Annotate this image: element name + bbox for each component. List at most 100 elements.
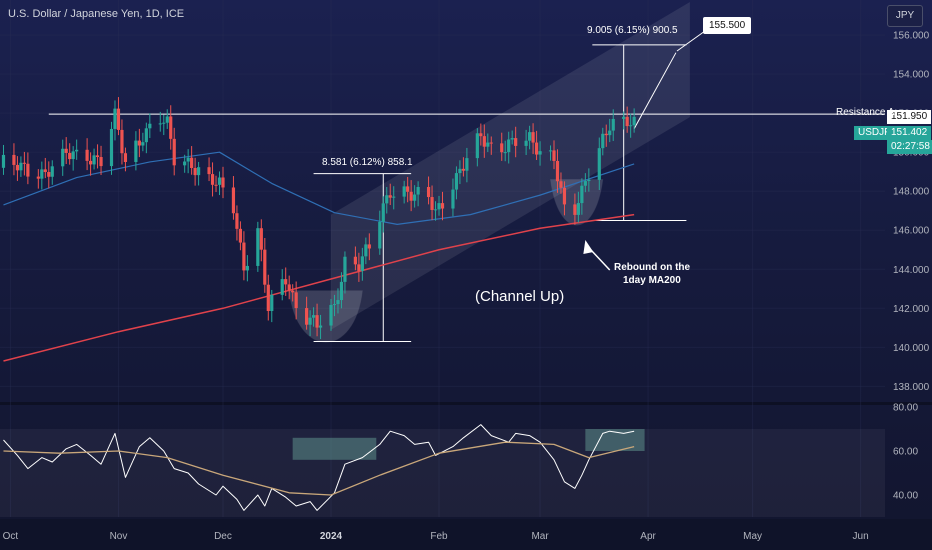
candle-body	[50, 166, 54, 177]
candle	[580, 178, 584, 215]
bar-countdown: 02:27:58	[887, 140, 932, 154]
symbol-title[interactable]: U.S. Dollar / Japanese Yen, 1D, ICE	[8, 8, 185, 20]
candle	[287, 275, 291, 300]
candle-body	[36, 176, 40, 179]
candle-body	[144, 128, 148, 143]
candle	[608, 118, 612, 143]
candle-body	[245, 265, 249, 271]
candle-body	[308, 317, 312, 325]
candle-body	[137, 140, 141, 146]
candle	[238, 221, 243, 251]
candle	[597, 137, 601, 191]
candle	[353, 246, 357, 271]
candle-body	[221, 177, 225, 188]
candle	[47, 161, 51, 189]
candle	[123, 147, 128, 172]
candle-body	[109, 128, 114, 167]
candle	[308, 310, 312, 337]
candle	[36, 169, 40, 189]
candle-body	[538, 151, 542, 155]
candle	[26, 152, 30, 185]
candle-body	[514, 138, 518, 146]
candle-body	[148, 123, 152, 129]
currency-button[interactable]: JPY	[887, 5, 923, 27]
candle-body	[332, 304, 337, 306]
ma200-red-line	[3, 213, 635, 362]
candle	[214, 175, 218, 193]
candle	[71, 146, 75, 171]
candle-body	[291, 290, 295, 293]
time-axis-label: Nov	[110, 531, 128, 542]
candle-body	[388, 195, 392, 198]
candle	[15, 156, 20, 181]
candle-body	[465, 158, 469, 171]
candle-body	[305, 308, 309, 325]
candle-body	[353, 256, 357, 265]
candle-body	[559, 181, 563, 188]
candle	[548, 145, 553, 161]
candle	[183, 154, 187, 173]
candle-body	[385, 195, 389, 204]
candle-body	[378, 221, 382, 249]
time-axis-label: Feb	[430, 531, 448, 542]
candle-body	[597, 148, 601, 180]
candle-body	[95, 155, 100, 158]
candle-body	[263, 249, 267, 285]
candle	[92, 148, 96, 170]
candle-body	[555, 160, 560, 182]
price-axis-label: 140.000	[893, 343, 930, 354]
candle	[406, 176, 410, 203]
candle-body	[426, 186, 431, 198]
candle-body	[573, 204, 577, 215]
candle-body	[92, 155, 96, 165]
candle-body	[409, 191, 413, 201]
candle	[50, 160, 54, 185]
candle-body	[552, 150, 556, 161]
candle-body	[548, 150, 553, 152]
target-callout[interactable]: 155.500	[703, 17, 752, 34]
candle-body	[392, 196, 396, 198]
candle-body	[134, 140, 138, 163]
bowl-left	[288, 290, 363, 343]
oscillator-box-left	[292, 437, 377, 460]
last-price-tag: 151.402	[887, 126, 932, 140]
time-axis-label: Oct	[3, 531, 19, 542]
candle-body	[503, 152, 507, 154]
oscillator-line	[3, 424, 635, 511]
candle	[221, 166, 225, 199]
candle-body	[88, 160, 93, 165]
candle	[503, 140, 507, 162]
candle	[437, 195, 441, 216]
candle-body	[629, 125, 633, 127]
candle-body	[416, 186, 420, 195]
candle-body	[311, 315, 316, 318]
candle-body	[611, 118, 615, 131]
oscillator-band	[0, 429, 885, 517]
oscillator-box-right	[585, 429, 645, 451]
candle	[43, 157, 47, 179]
time-axis-label: Mar	[531, 531, 549, 542]
candle-body	[294, 292, 298, 309]
candle-body	[583, 181, 587, 186]
candle	[207, 157, 211, 182]
candle	[392, 186, 396, 210]
candle	[169, 105, 173, 150]
candle	[88, 152, 93, 176]
candle	[144, 122, 148, 154]
candle-body	[430, 197, 434, 210]
bowl-right	[550, 179, 604, 226]
oscillator-axis-label: 40.00	[893, 491, 918, 502]
candle-body	[486, 142, 490, 147]
rebound-label-line2: 1day MA200	[623, 275, 681, 286]
candle	[489, 136, 493, 155]
oscillator-ma-line	[3, 441, 635, 496]
candle	[555, 149, 560, 193]
candle	[559, 172, 563, 194]
candle-body	[482, 136, 486, 147]
candle-body	[183, 161, 187, 166]
candle	[402, 180, 406, 204]
candle-body	[40, 169, 44, 179]
candle-body	[360, 256, 364, 271]
candle	[583, 173, 587, 193]
